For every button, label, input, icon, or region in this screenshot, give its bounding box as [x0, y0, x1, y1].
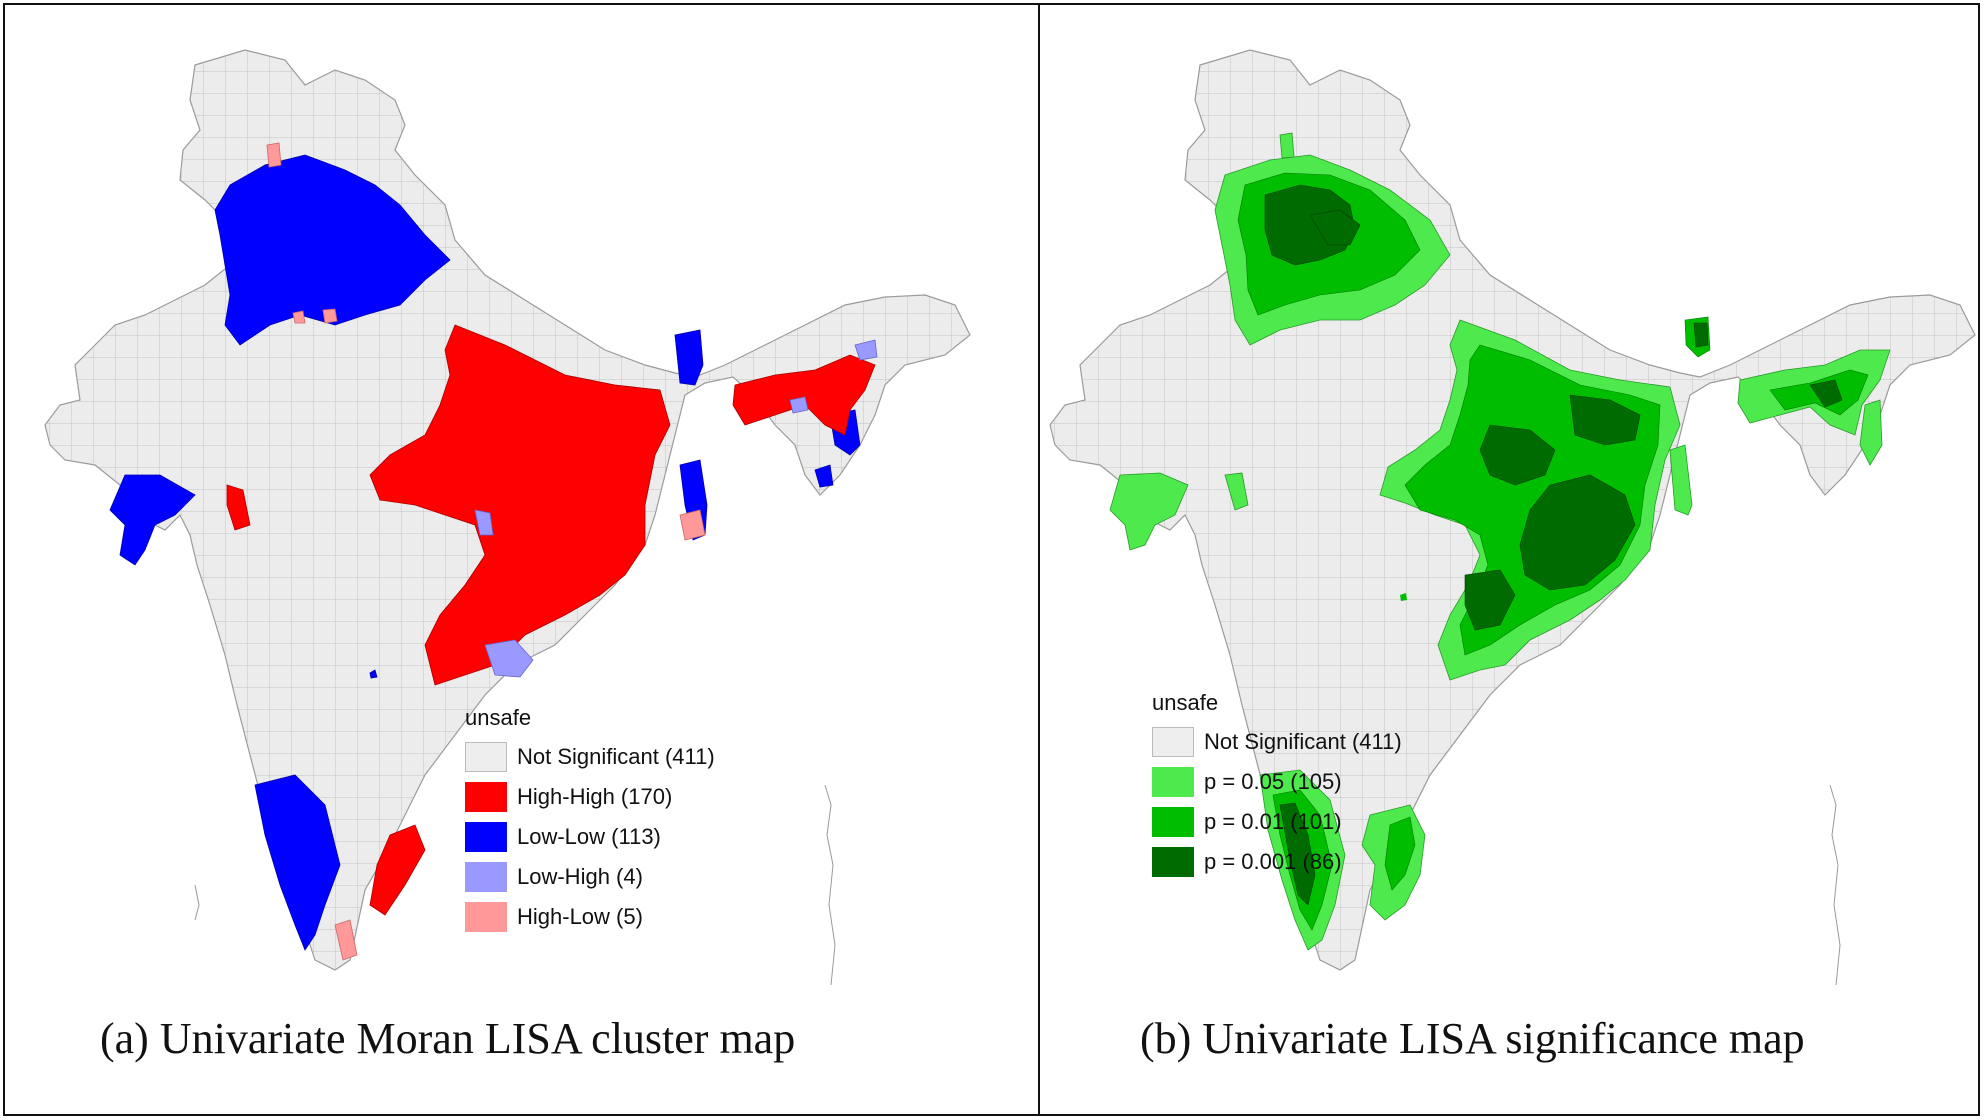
legend-label: Not Significant (411)	[517, 744, 715, 769]
legend-label: High-High (170)	[517, 784, 673, 809]
island-groups	[194, 784, 836, 986]
legend-swatch	[1152, 847, 1194, 877]
legend-swatch	[465, 742, 507, 772]
legend-label: High-Low (5)	[517, 904, 643, 929]
significance-map	[1049, 49, 1976, 986]
small-green-marks	[1400, 593, 1407, 601]
legend-swatch	[465, 782, 507, 812]
legend-title: unsafe	[1152, 690, 1219, 715]
legend-swatch	[1152, 727, 1194, 757]
legend-item-low-high: Low-High (4)	[465, 857, 715, 897]
legend-swatch	[1152, 767, 1194, 797]
cluster-map	[44, 49, 971, 986]
p0001-regions	[1264, 184, 1843, 906]
legend-item-p005: p = 0.05 (105)	[1152, 762, 1402, 802]
legend-label: p = 0.05 (105)	[1204, 769, 1342, 794]
panel-a: unsafe Not Significant (411) High-High (…	[5, 5, 1035, 1115]
legend-label: Low-Low (113)	[517, 824, 661, 849]
legend-label: p = 0.001 (86)	[1204, 849, 1342, 874]
high-high-clusters	[226, 324, 876, 916]
legend-item-high-low: High-Low (5)	[465, 897, 715, 937]
legend-swatch	[465, 822, 507, 852]
figure-frame	[3, 3, 1980, 1116]
legend-title: unsafe	[465, 705, 532, 730]
india-base-map-b	[1049, 49, 1976, 986]
legend-item-not-significant: Not Significant (411)	[1152, 722, 1402, 762]
legend-label: p = 0.01 (101)	[1204, 809, 1342, 834]
caption-a: (a) Univariate Moran LISA cluster map	[100, 1014, 796, 1063]
legend-label: Low-High (4)	[517, 864, 643, 889]
panel-divider	[1038, 3, 1040, 1116]
caption-b: (b) Univariate LISA significance map	[1140, 1014, 1805, 1063]
island-groups-b	[1829, 784, 1841, 986]
high-low-clusters	[266, 142, 706, 961]
low-high-clusters	[474, 339, 878, 678]
significance-legend: unsafe Not Significant (411) p = 0.05 (1…	[1152, 690, 1402, 882]
panel-b: unsafe Not Significant (411) p = 0.05 (1…	[1040, 5, 1980, 1115]
legend-swatch	[1152, 807, 1194, 837]
legend-swatch	[465, 902, 507, 932]
legend-swatch	[465, 862, 507, 892]
legend-item-p0001: p = 0.001 (86)	[1152, 842, 1402, 882]
legend-label: Not Significant (411)	[1204, 729, 1402, 754]
low-low-clusters	[109, 154, 861, 951]
legend-item-high-high: High-High (170)	[465, 777, 715, 817]
cluster-legend: unsafe Not Significant (411) High-High (…	[465, 705, 715, 937]
legend-item-p001: p = 0.01 (101)	[1152, 802, 1402, 842]
legend-item-not-significant: Not Significant (411)	[465, 737, 715, 777]
legend-item-low-low: Low-Low (113)	[465, 817, 715, 857]
